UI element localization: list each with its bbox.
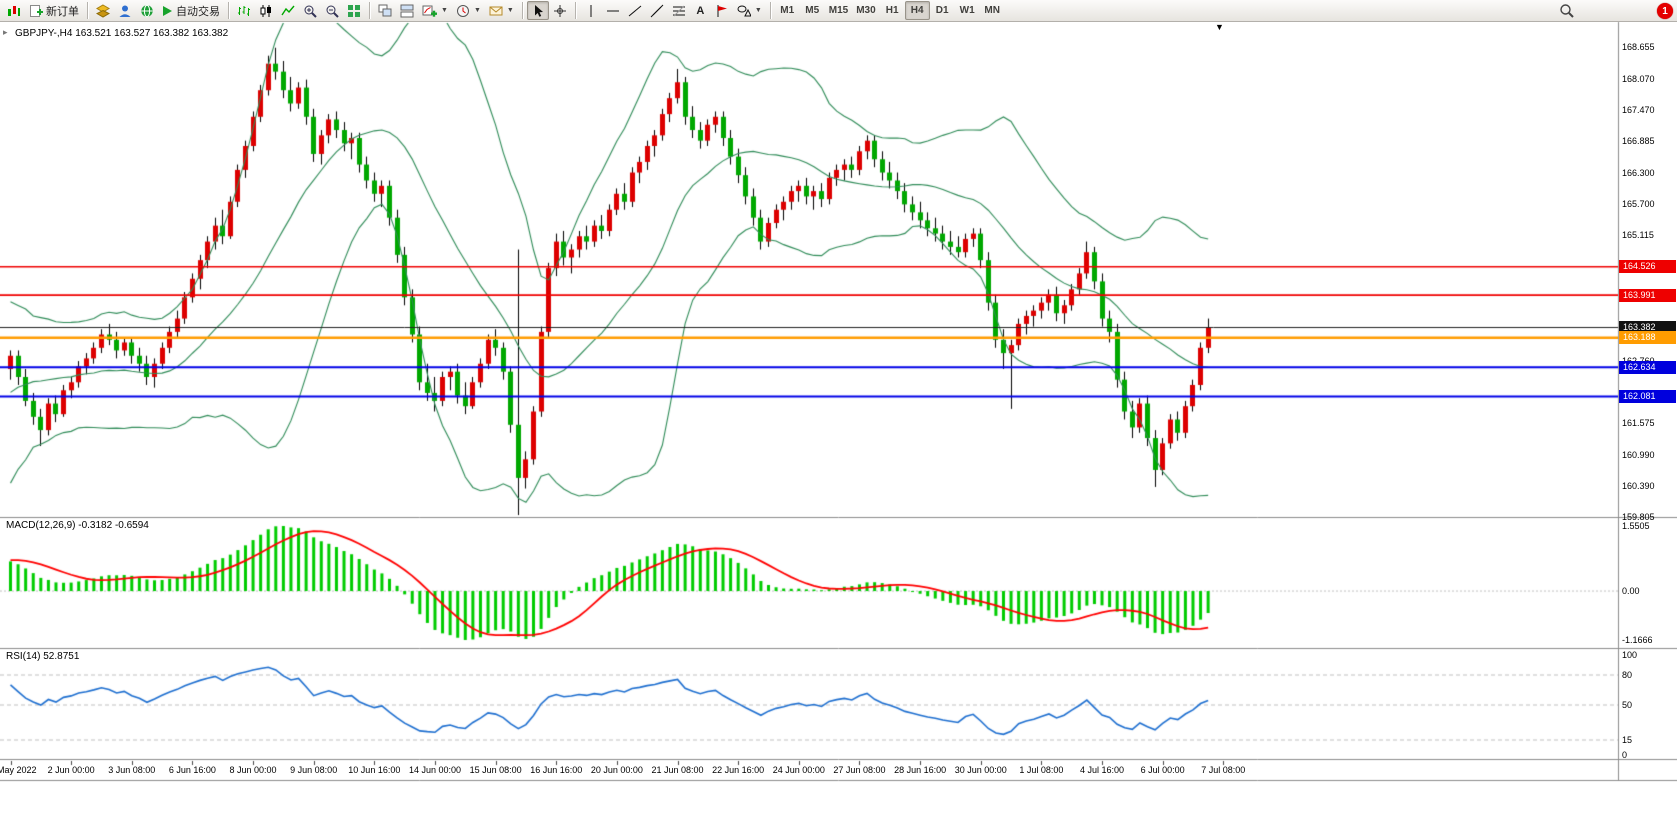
rsi-indicator-label: RSI(14) 52.8751 <box>6 651 80 662</box>
search-icon <box>1559 3 1574 18</box>
cascade-windows-button[interactable] <box>374 1 396 20</box>
text-tool-label: A <box>696 4 705 17</box>
new-order-icon <box>29 4 43 18</box>
candles-chart-icon <box>259 4 273 18</box>
timeframe-w1-button[interactable]: W1 <box>959 5 975 16</box>
template-icon <box>489 4 503 18</box>
tile-windows-icon <box>347 4 361 18</box>
main-toolbar: 新订单 自动交易 ▼ ▼ ▼ A ▼ M1 <box>0 0 1677 22</box>
toolbar-separator <box>228 2 229 19</box>
toolbar-separator <box>87 2 88 19</box>
autotrading-button[interactable]: 自动交易 <box>158 1 224 20</box>
new-order-label: 新订单 <box>46 5 79 18</box>
person-icon <box>118 4 132 18</box>
timeframe-h4-button[interactable]: H4 <box>904 1 930 20</box>
bars-chart-icon <box>237 4 251 18</box>
horizontal-line-tool-button[interactable] <box>602 1 624 20</box>
accounts-button[interactable] <box>114 1 136 20</box>
zoom-in-button[interactable] <box>299 1 321 20</box>
market-watch-button[interactable] <box>92 1 114 20</box>
channel-icon <box>650 4 664 18</box>
tile-horizontal-icon <box>400 4 414 18</box>
cascade-windows-icon <box>378 4 392 18</box>
chart-line-button[interactable] <box>277 1 299 20</box>
app-chart-icon <box>7 4 21 18</box>
period-menu-button[interactable]: ▼ <box>452 1 485 20</box>
shapes-icon <box>737 4 752 18</box>
gold-symbols-icon <box>95 3 111 18</box>
timeframe-mn-button[interactable]: MN <box>984 5 1000 16</box>
vertical-line-icon <box>584 4 598 18</box>
timeframe-m1-button[interactable]: M1 <box>780 5 795 16</box>
crosshair-icon <box>553 4 567 18</box>
trendline-icon <box>628 4 642 18</box>
template-menu-button[interactable]: ▼ <box>485 1 518 20</box>
clock-icon <box>456 4 470 18</box>
green-globe-icon <box>140 4 154 18</box>
macd-indicator-label: MACD(12,26,9) -0.3182 -0.6594 <box>6 520 149 531</box>
timeframe-m30-button[interactable]: M30 <box>856 5 876 16</box>
zoom-out-button[interactable] <box>321 1 343 20</box>
crosshair-tool-button[interactable] <box>549 1 571 20</box>
app-menu-button[interactable] <box>3 1 25 20</box>
tile-windows-button[interactable] <box>343 1 365 20</box>
add-indicator-button[interactable]: ▼ <box>418 1 452 20</box>
cursor-icon <box>531 4 545 18</box>
community-button[interactable] <box>136 1 158 20</box>
zoom-out-icon <box>325 4 339 18</box>
fibonacci-tool-button[interactable] <box>668 1 690 20</box>
dropdown-caret-icon: ▼ <box>754 7 762 14</box>
vertical-line-tool-button[interactable] <box>580 1 602 20</box>
dropdown-caret-icon: ▼ <box>473 7 481 14</box>
toolbar-separator <box>369 2 370 19</box>
symbol-title: GBPJPY-,H4 163.521 163.527 163.382 163.3… <box>15 28 229 39</box>
trendline-tool-button[interactable] <box>624 1 646 20</box>
timeframe-h1-button[interactable]: H1 <box>885 5 899 16</box>
fibonacci-icon <box>672 4 686 18</box>
notification-badge[interactable]: 1 <box>1657 3 1673 19</box>
toolbar-separator <box>521 2 523 19</box>
autotrading-label: 自动交易 <box>176 5 220 18</box>
dropdown-caret-icon: ▼ <box>506 7 514 14</box>
channel-tool-button[interactable] <box>646 1 668 20</box>
new-order-button[interactable]: 新订单 <box>25 1 83 20</box>
label-tool-button[interactable] <box>711 1 733 20</box>
dropdown-caret-icon: ▼ <box>441 7 448 14</box>
timeframe-m5-button[interactable]: M5 <box>805 5 820 16</box>
timeframe-m15-button[interactable]: M15 <box>828 5 849 16</box>
timeframe-d1-button[interactable]: D1 <box>935 5 949 16</box>
horizontal-line-icon <box>606 4 620 18</box>
one-click-trading-toggle[interactable]: ▸ <box>3 27 8 37</box>
cursor-tool-button[interactable] <box>526 1 549 20</box>
line-chart-icon <box>281 4 295 18</box>
tile-horizontal-button[interactable] <box>396 1 418 20</box>
shapes-tool-button[interactable]: ▼ <box>733 1 766 20</box>
chart-bars-button[interactable] <box>233 1 255 20</box>
toolbar-separator <box>574 2 576 19</box>
text-tool-button[interactable]: A <box>690 1 711 20</box>
search-button[interactable] <box>1555 1 1578 20</box>
toolbar-separator <box>769 2 771 19</box>
add-indicator-icon <box>422 4 437 18</box>
chart-candles-button[interactable] <box>255 1 277 20</box>
chart-shift-marker[interactable]: ▼ <box>1215 22 1224 32</box>
play-icon <box>162 5 173 17</box>
label-flag-icon <box>715 4 729 18</box>
zoom-in-icon <box>303 4 317 18</box>
